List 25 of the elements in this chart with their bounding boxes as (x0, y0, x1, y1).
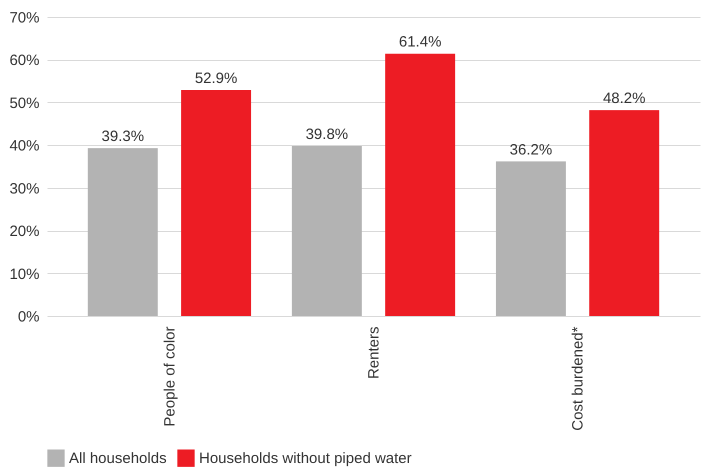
bar (181, 90, 252, 316)
bar (88, 148, 158, 316)
legend-label: Households without piped water (199, 450, 412, 468)
y-tick-label: 40% (9, 138, 40, 155)
y-tick-label: 30% (9, 180, 40, 198)
y-tick-label: 70% (9, 10, 40, 26)
y-tick-label: 0% (18, 308, 40, 326)
data-label: 39.3% (102, 128, 144, 146)
y-tick-label: 60% (9, 52, 40, 70)
y-tick-label: 50% (9, 94, 40, 112)
data-label: 52.9% (194, 70, 238, 88)
x-tick-label: Renters (366, 326, 382, 380)
y-tick-label: 10% (9, 266, 40, 283)
bar (589, 110, 660, 316)
bar (496, 161, 566, 316)
x-tick-label: People of color (161, 326, 178, 427)
y-tick-label: 20% (9, 223, 40, 240)
data-label: 61.4% (398, 34, 442, 51)
data-label: 39.8% (306, 126, 348, 143)
x-tick-label: Cost burdened* (570, 326, 587, 431)
legend-label: All households (69, 450, 167, 468)
data-label: 48.2% (602, 90, 646, 108)
bar (292, 146, 362, 316)
data-label: 36.2% (510, 141, 552, 158)
bar (385, 54, 456, 316)
